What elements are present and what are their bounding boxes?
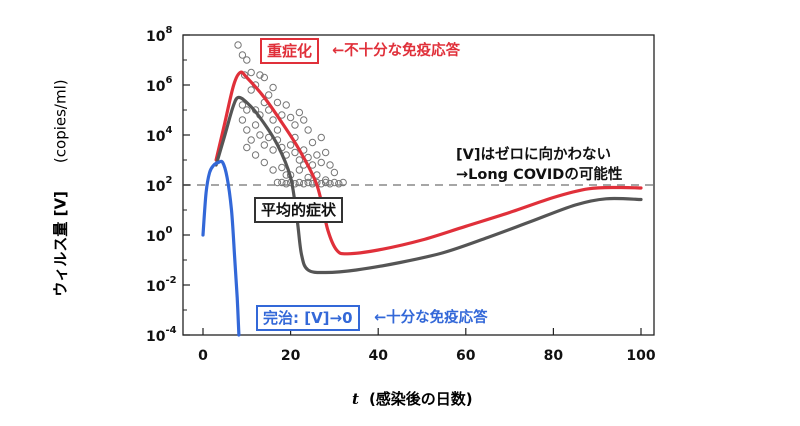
data-point xyxy=(321,176,330,184)
x-tick-label: 80 xyxy=(544,348,564,364)
data-point xyxy=(321,178,330,187)
data-point xyxy=(247,68,255,77)
y-axis-ticks: 108 106 104 102 100 10-2 10-4 xyxy=(146,25,190,345)
data-point xyxy=(243,126,251,134)
data-point xyxy=(247,86,255,94)
data-point xyxy=(256,131,264,139)
y-tick-label: 102 xyxy=(146,175,172,195)
data-point xyxy=(269,166,277,174)
x-tick-label: 20 xyxy=(281,348,301,364)
data-point xyxy=(282,101,290,109)
data-point xyxy=(330,168,339,177)
patient-data-scatter xyxy=(234,41,347,188)
data-point xyxy=(238,116,247,124)
data-point xyxy=(304,173,312,182)
cure-curve xyxy=(201,159,241,337)
severe-case-label: 重症化 xyxy=(260,38,320,64)
data-point xyxy=(330,178,339,187)
severe-case-note: ←不十分な免疫応答 xyxy=(332,43,461,59)
data-point xyxy=(317,180,325,188)
average-case-label: 平均的症状 xyxy=(254,197,344,223)
data-point xyxy=(273,126,282,134)
y-axis-unit: (copies/ml) xyxy=(51,79,70,164)
data-point xyxy=(278,163,286,172)
data-point xyxy=(243,56,251,64)
y-tick-label: 104 xyxy=(146,125,172,145)
average-curve xyxy=(214,95,643,275)
data-point xyxy=(304,178,312,187)
cure-case-note: ←十分な免疫応答 xyxy=(374,310,488,326)
data-point xyxy=(269,116,277,124)
data-point xyxy=(295,178,304,187)
data-point xyxy=(256,71,264,79)
data-point xyxy=(251,121,260,129)
data-point xyxy=(295,156,304,164)
persist-note-line2: →Long COVIDの可能性 xyxy=(456,167,623,183)
data-point xyxy=(251,151,260,159)
cure-case-label: 完治: [V]→0 xyxy=(256,305,360,331)
data-point xyxy=(240,71,249,79)
x-axis-label: (感染後の日数) xyxy=(368,390,473,408)
data-point xyxy=(326,180,334,188)
data-point xyxy=(247,136,255,144)
x-axis-ticks: 0 20 40 60 80 100 xyxy=(198,328,656,364)
data-point xyxy=(260,158,269,167)
data-point xyxy=(291,121,299,129)
data-point xyxy=(238,51,247,59)
data-point xyxy=(265,91,273,99)
data-point xyxy=(278,178,286,187)
y-tick-label: 108 xyxy=(146,25,172,45)
data-point xyxy=(308,138,317,147)
data-point xyxy=(273,178,282,187)
x-axis-variable: t xyxy=(352,390,359,408)
x-tick-label: 60 xyxy=(456,348,476,364)
y-tick-label: 100 xyxy=(146,225,172,245)
severe-curve xyxy=(214,70,643,256)
model-curves xyxy=(201,70,643,337)
data-point xyxy=(273,98,282,107)
data-point xyxy=(286,141,295,149)
data-point xyxy=(317,133,325,142)
x-tick-label: 40 xyxy=(368,348,388,364)
data-point xyxy=(317,158,325,167)
y-tick-label: 106 xyxy=(146,75,172,95)
data-point xyxy=(238,101,247,109)
data-point xyxy=(234,41,242,49)
y-axis-label: ウィルス量 [V] xyxy=(51,191,70,297)
data-point xyxy=(326,161,334,169)
y-tick-label: 10-2 xyxy=(146,275,177,295)
persist-note-line1: [V]はゼロに向かわない xyxy=(456,147,611,163)
data-point xyxy=(282,180,290,188)
data-point xyxy=(269,146,277,154)
data-point xyxy=(295,108,304,117)
y-axis-title: ウィルス量 [V] (copies/ml) xyxy=(50,68,71,308)
data-point xyxy=(313,151,321,159)
data-point xyxy=(321,148,330,157)
data-point xyxy=(243,143,251,152)
data-point xyxy=(286,113,295,122)
x-axis-title: t (感染後の日数) xyxy=(352,388,473,409)
data-point xyxy=(243,106,251,114)
data-point xyxy=(295,166,304,174)
data-point xyxy=(291,148,299,157)
data-point xyxy=(260,73,269,82)
data-point xyxy=(304,126,312,134)
x-tick-label: 0 xyxy=(198,348,208,364)
data-point xyxy=(269,83,277,92)
y-tick-label: 10-4 xyxy=(146,325,177,345)
data-point xyxy=(300,180,308,188)
data-point xyxy=(300,116,308,124)
x-tick-label: 100 xyxy=(626,348,655,364)
data-point xyxy=(260,141,269,149)
data-point xyxy=(339,178,347,187)
data-point xyxy=(335,180,343,188)
